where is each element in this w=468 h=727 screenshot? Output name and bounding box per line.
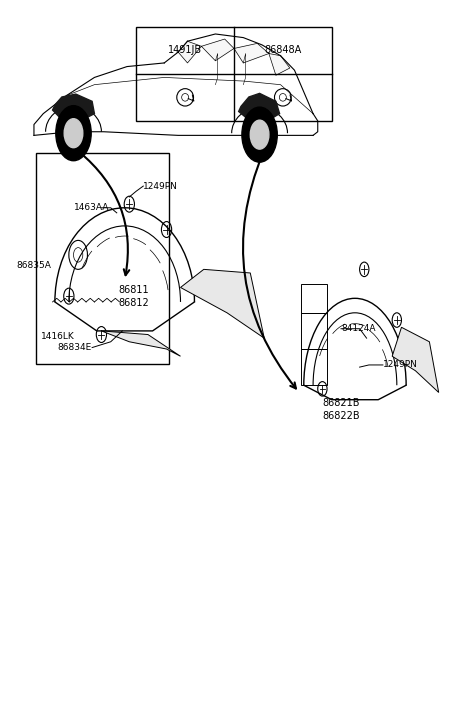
Bar	[301, 284, 327, 313]
Text: 86821B
86822B: 86821B 86822B	[322, 398, 360, 421]
Polygon shape	[181, 269, 264, 338]
Bar	[136, 27, 332, 121]
Polygon shape	[178, 41, 201, 63]
Polygon shape	[102, 331, 181, 356]
Text: 86835A: 86835A	[16, 261, 51, 270]
Bar	[301, 349, 327, 385]
Circle shape	[250, 120, 269, 149]
Bar	[301, 313, 327, 349]
Text: 84124A: 84124A	[341, 324, 375, 333]
Polygon shape	[52, 94, 95, 119]
Text: 1249PN: 1249PN	[143, 182, 178, 190]
Text: 86834E: 86834E	[57, 343, 91, 352]
Text: 86811
86812: 86811 86812	[118, 285, 149, 308]
Bar	[37, 153, 169, 364]
Polygon shape	[234, 44, 269, 63]
Polygon shape	[392, 327, 439, 393]
Text: 86848A: 86848A	[264, 45, 301, 55]
Circle shape	[64, 119, 83, 148]
Circle shape	[56, 105, 91, 161]
Text: 1463AA: 1463AA	[73, 204, 109, 212]
Circle shape	[242, 107, 277, 162]
Polygon shape	[201, 39, 234, 61]
Text: 1249PN: 1249PN	[383, 361, 418, 369]
Text: 1416LK: 1416LK	[41, 332, 75, 341]
Polygon shape	[269, 54, 290, 76]
Polygon shape	[239, 93, 279, 119]
Text: 1491JB: 1491JB	[168, 45, 202, 55]
